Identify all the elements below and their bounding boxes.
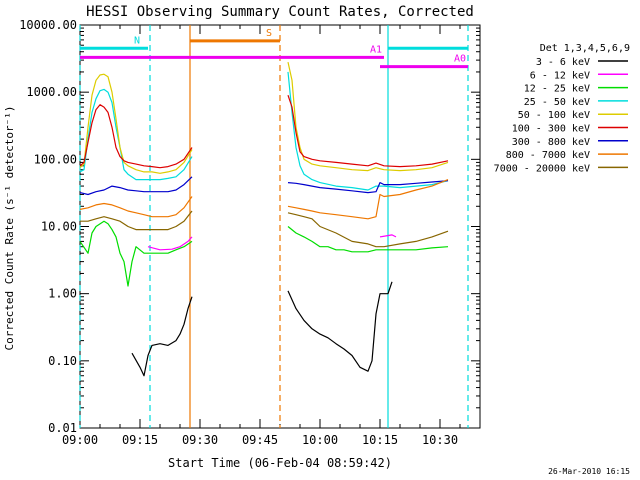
series-line [79, 73, 193, 174]
flag-label: N [134, 35, 140, 46]
y-tick-label: 10.00 [41, 220, 77, 234]
legend-label: 6 - 12 keV [530, 70, 590, 81]
legend-label: 25 - 50 keV [524, 97, 590, 108]
series-line [79, 104, 193, 169]
series-line [287, 179, 449, 220]
y-tick-label: 1000.00 [26, 85, 77, 99]
x-tick-label: 09:45 [242, 433, 278, 447]
legend-label: 50 - 100 keV [518, 110, 590, 121]
series-line [379, 234, 397, 238]
timestamp: 26-Mar-2010 16:15 [548, 467, 630, 476]
x-tick-label: 10:00 [302, 433, 338, 447]
series-line [79, 220, 193, 287]
x-tick-label: 10:30 [422, 433, 458, 447]
flag-label: S [266, 28, 272, 39]
legend-label: 12 - 25 keV [524, 84, 590, 95]
x-tick-label: 09:15 [122, 433, 158, 447]
series-line [287, 61, 449, 172]
series-line [287, 71, 449, 191]
series-line [287, 226, 449, 253]
series-line [147, 236, 193, 251]
series-line [79, 176, 193, 196]
y-tick-label: 100.00 [34, 152, 77, 166]
series-line [287, 95, 449, 168]
plot-area: 0.01 0.10 1.00 10.00 100.00 1000.00 10000.00 09… [19, 18, 481, 447]
series-line [80, 210, 193, 231]
flag-label: A0 [454, 54, 466, 65]
x-tick-label: 09:30 [182, 433, 218, 447]
y-tick-label: 1.00 [48, 287, 77, 301]
legend-label: 7000 - 20000 keV [494, 163, 590, 174]
series-line [79, 196, 193, 218]
series-line [287, 180, 449, 194]
series-line [287, 281, 393, 372]
y-tick-label: 0.01 [48, 421, 77, 435]
legend-label: 300 - 800 keV [512, 137, 590, 148]
series-line [79, 88, 193, 181]
legend-label: 3 - 6 keV [536, 57, 590, 68]
y-tick-label: 0.10 [48, 354, 77, 368]
series-line [287, 212, 449, 248]
y-tick-label: 10000.00 [19, 18, 77, 32]
legend-label: 100 - 300 keV [512, 124, 590, 135]
legend: 3 - 6 keV 6 - 12 keV 12 - 25 keV 25 - 50 ke… [494, 57, 628, 174]
legend-label: 800 - 7000 keV [506, 150, 590, 161]
x-tick-label: 10:15 [362, 433, 398, 447]
legend-title: Det 1,3,4,5,6,9 [540, 43, 630, 54]
x-tick-label: 09:00 [62, 433, 98, 447]
y-axis-label: Corrected Count Rate (s⁻¹ detector⁻¹) [3, 105, 16, 350]
flag-label: A1 [370, 44, 382, 55]
x-axis-label: Start Time (06-Feb-04 08:59:42) [168, 456, 392, 470]
chart-title: HESSI Observing Summary Count Rates, Cor… [86, 4, 474, 20]
series-line [131, 296, 193, 377]
